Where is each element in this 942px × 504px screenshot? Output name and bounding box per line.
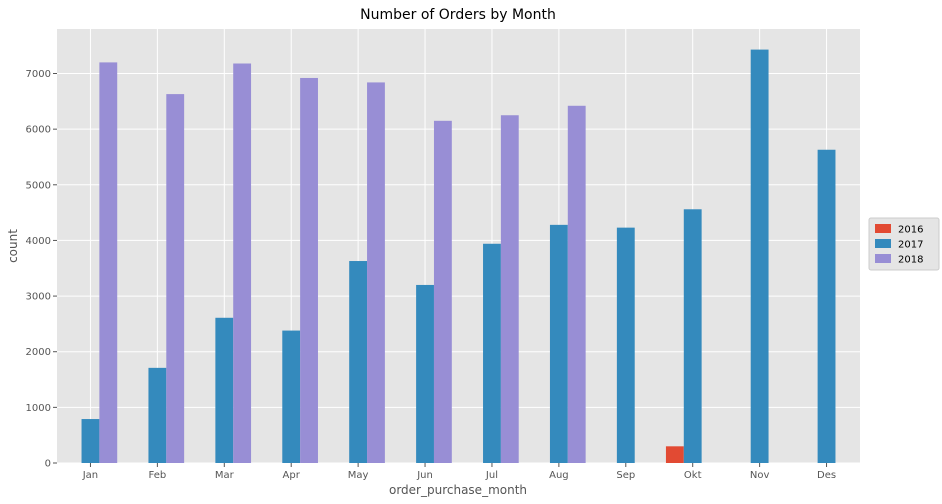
x-tick-label: Feb	[149, 470, 167, 481]
x-tick-label: Sep	[616, 470, 635, 481]
x-tick-label: Aug	[549, 470, 569, 481]
chart-title: Number of Orders by Month	[360, 7, 556, 23]
bar-2017-Okt	[683, 209, 702, 463]
bar-2017-Sep	[616, 227, 635, 463]
plot-background	[57, 29, 860, 463]
legend-swatch-2018	[875, 254, 891, 263]
x-ticks: Jan Feb Mar Apr May Jun Jul Aug Sep Okt Nov Des	[82, 463, 836, 481]
bar-2018-May	[367, 82, 385, 464]
y-tick-label: 0	[45, 459, 51, 470]
x-tick-label: Jun	[416, 470, 433, 481]
x-tick-label: Apr	[283, 470, 301, 481]
x-tick-label: Jul	[485, 470, 498, 481]
y-tick-label: 6000	[26, 125, 51, 136]
legend: 2016 2017 2018	[868, 217, 940, 271]
bar-2018-Aug	[567, 105, 586, 464]
bar-2017-Jan	[81, 419, 100, 463]
y-tick-label: 2000	[26, 347, 51, 358]
bar-2018-Jun	[433, 120, 452, 464]
y-tick-label: 1000	[26, 403, 51, 414]
x-tick-label: Des	[817, 470, 836, 481]
x-tick-label: May	[348, 470, 369, 481]
bar-2018-Mar	[233, 63, 252, 463]
x-tick-label: Nov	[750, 470, 770, 481]
bar-2017-Jul	[483, 243, 501, 463]
bar-2017-Feb	[148, 367, 167, 463]
legend-label-2018: 2018	[898, 255, 923, 266]
bar-2017-Apr	[282, 330, 301, 463]
bar-2017-Jun	[416, 284, 434, 463]
bar-2017-Nov	[750, 49, 769, 463]
x-tick-label: Okt	[684, 470, 702, 481]
bar-2018-Apr	[300, 77, 318, 463]
bars	[81, 49, 836, 464]
x-axis-label: order_purchase_month	[389, 483, 527, 497]
legend-label-2017: 2017	[898, 240, 923, 251]
legend-label-2016: 2016	[898, 225, 923, 236]
bar-2017-Des	[817, 149, 836, 463]
y-tick-label: 3000	[26, 292, 51, 303]
legend-swatch-2017	[875, 239, 891, 248]
bar-2018-Jul	[500, 115, 519, 463]
bar-2017-Aug	[549, 224, 568, 463]
y-tick-label: 4000	[26, 236, 51, 247]
y-axis-label: count	[6, 229, 20, 263]
bar-2018-Jan	[99, 62, 118, 464]
y-tick-label: 5000	[26, 180, 51, 191]
bar-2018-Feb	[166, 94, 185, 463]
x-tick-label: Mar	[215, 470, 235, 481]
legend-swatch-2016	[875, 224, 891, 233]
y-ticks: 0 1000 2000 3000 4000 5000 6000 7000	[26, 69, 57, 470]
bar-2016-Okt	[665, 446, 684, 463]
bar-2017-May	[349, 261, 368, 463]
x-tick-label: Jan	[82, 470, 98, 481]
bar-2017-Mar	[215, 317, 234, 463]
y-tick-label: 7000	[26, 69, 51, 80]
